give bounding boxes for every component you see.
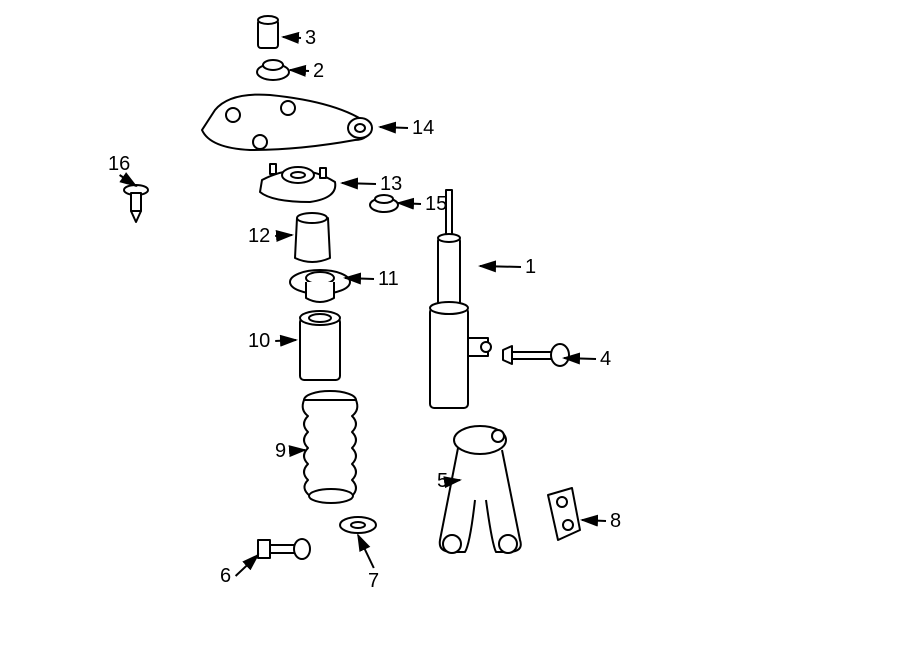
part-strut-fork xyxy=(440,426,521,553)
callout-label-10: 10 xyxy=(248,330,270,353)
parts-layer xyxy=(0,0,900,661)
callout-arrow-6 xyxy=(236,555,258,576)
callout-arrow-16 xyxy=(120,175,136,186)
callout-label-9: 9 xyxy=(275,440,286,463)
part-washer xyxy=(340,517,376,533)
callout-arrow-11 xyxy=(345,278,374,279)
callout-arrow-10 xyxy=(275,340,296,341)
callout-arrow-14 xyxy=(380,127,408,128)
callout-arrow-15 xyxy=(398,203,421,204)
callout-arrow-1 xyxy=(480,266,521,267)
part-bump-stop xyxy=(295,213,330,262)
part-mount-bolt xyxy=(503,344,569,366)
part-top-plate xyxy=(202,95,372,150)
part-push-clip xyxy=(124,185,148,222)
callout-arrow-9 xyxy=(291,450,305,451)
callout-arrow-12 xyxy=(275,235,292,236)
part-spring-bellows xyxy=(303,391,358,503)
part-sleeve xyxy=(300,311,340,380)
part-bracket xyxy=(548,488,580,540)
callout-arrow-3 xyxy=(283,37,301,38)
callout-label-13: 13 xyxy=(380,173,402,196)
callout-arrow-4 xyxy=(564,358,596,359)
callout-label-14: 14 xyxy=(412,117,434,140)
part-upper-mount xyxy=(260,164,335,202)
callout-arrow-8 xyxy=(582,520,606,521)
callout-label-6: 6 xyxy=(220,565,231,588)
callout-arrow-5 xyxy=(453,480,460,481)
callout-label-1: 1 xyxy=(525,256,536,279)
arrows-layer xyxy=(0,0,900,661)
callout-arrow-13 xyxy=(342,183,376,184)
callout-label-8: 8 xyxy=(610,510,621,533)
callout-arrow-7 xyxy=(358,535,374,568)
callout-label-15: 15 xyxy=(425,193,447,216)
part-spring-seat xyxy=(290,270,350,302)
callout-label-12: 12 xyxy=(248,225,270,248)
callout-label-5: 5 xyxy=(437,470,448,493)
callout-arrow-2 xyxy=(290,70,309,71)
callout-label-7: 7 xyxy=(368,570,379,593)
part-strut-assembly xyxy=(430,190,491,408)
part-spacer-tube xyxy=(258,16,278,48)
callout-label-2: 2 xyxy=(313,60,324,83)
callout-label-11: 11 xyxy=(378,268,399,291)
part-mount-nut xyxy=(370,195,398,212)
callout-label-3: 3 xyxy=(305,27,316,50)
part-top-nut xyxy=(257,60,289,80)
callout-label-4: 4 xyxy=(600,348,611,371)
callout-label-16: 16 xyxy=(108,153,130,176)
diagram-stage: 12345678910111213141516 xyxy=(0,0,900,661)
part-lower-bolt xyxy=(258,539,310,559)
